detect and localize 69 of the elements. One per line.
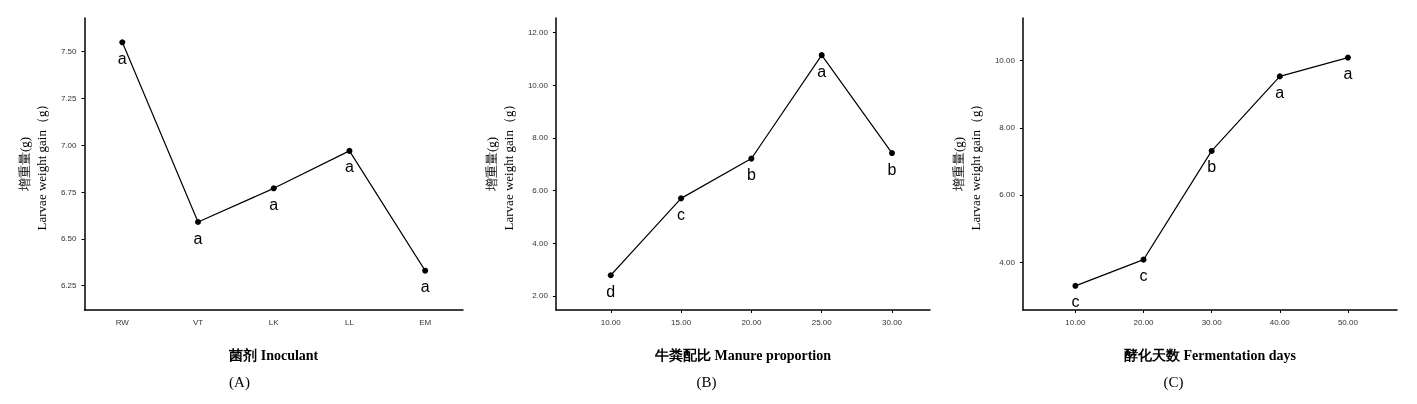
point	[195, 219, 202, 226]
text: (C)	[1163, 373, 1184, 391]
data-label: d	[606, 282, 616, 300]
x-tick-label: 15.00	[671, 317, 692, 327]
x-tick-label: VT	[192, 317, 204, 327]
point	[346, 147, 353, 154]
data-label: a	[117, 49, 127, 67]
x-axis-title: 牛粪配比 Manure proportion	[653, 346, 832, 363]
y-tick-label: 6.75	[60, 187, 78, 197]
data-label: a	[193, 229, 203, 247]
data-label: b	[887, 160, 897, 178]
y-tick-label: 4.00	[532, 238, 549, 248]
data-label: c	[1139, 267, 1148, 285]
point	[748, 155, 755, 162]
x-tick-label: 10.00	[1065, 317, 1086, 327]
x-axis-title: 菌剂 Inoculant	[228, 346, 319, 363]
x-tick-label: 30.00	[1201, 317, 1223, 327]
y-tick-label: 10.00	[527, 80, 549, 90]
data-label: a	[1343, 65, 1353, 83]
y-axis-title: 增重量(g) Larvae weight gain（g）	[17, 97, 49, 231]
y-tick-label: 6.50	[60, 234, 78, 244]
point	[1072, 282, 1079, 289]
y-tick-label: 10.00	[994, 56, 1016, 66]
y-tick-label: 8.00	[999, 123, 1016, 133]
data-label: c	[677, 205, 686, 223]
text: (B)	[696, 373, 717, 391]
point	[1344, 54, 1351, 61]
y-tick-label: 7.50	[60, 47, 78, 57]
x-tick-label: LK	[268, 317, 280, 327]
point	[422, 267, 429, 274]
y-tick-label: 8.00	[532, 133, 549, 143]
x-tick-label: RW	[115, 317, 130, 327]
x-tick-label: 40.00	[1269, 317, 1291, 327]
x-tick-label: EM	[419, 317, 432, 327]
x-tick-label: 20.00	[1133, 317, 1155, 327]
y-tick-label: 4.00	[999, 257, 1016, 267]
data-label: b	[1207, 158, 1217, 176]
data-label: a	[420, 278, 430, 296]
data-label: a	[269, 195, 279, 213]
y-tick-label: 2.00	[532, 291, 549, 301]
x-tick-label: 50.00	[1337, 317, 1359, 327]
data-label: c	[1071, 293, 1080, 311]
x-tick-label: 25.00	[811, 317, 833, 327]
y-axis-title: 增重量(g) Larvae weight gain（g）	[484, 97, 516, 231]
y-tick-label: 7.25	[60, 93, 78, 103]
x-axis-title: 酵化天数 Fermentation days	[1124, 347, 1297, 363]
point	[270, 185, 277, 192]
x-tick-label: 10.00	[600, 317, 622, 327]
point	[818, 52, 825, 59]
point	[678, 195, 685, 202]
data-label: a	[817, 62, 827, 80]
data-label: b	[746, 166, 756, 184]
x-tick-label: 20.00	[741, 317, 762, 327]
y-tick-label: 7.00	[60, 140, 78, 150]
y-axis-title: 增重量(g) Larvae weight gain（g）	[951, 97, 983, 231]
y-tick-label: 6.00	[999, 190, 1016, 200]
data-label: a	[1275, 83, 1285, 101]
text: (A)	[229, 373, 250, 391]
data-label: a	[344, 158, 354, 176]
y-tick-label: 12.00	[527, 27, 549, 37]
point	[607, 272, 614, 279]
point	[1208, 147, 1215, 154]
x-tick-label: 30.00	[882, 317, 903, 327]
x-tick-label: LL	[344, 317, 355, 327]
y-tick-label: 6.25	[60, 281, 78, 291]
y-tick-label: 6.00	[532, 185, 549, 195]
point	[1276, 73, 1283, 80]
point	[119, 39, 126, 46]
point	[889, 150, 896, 157]
